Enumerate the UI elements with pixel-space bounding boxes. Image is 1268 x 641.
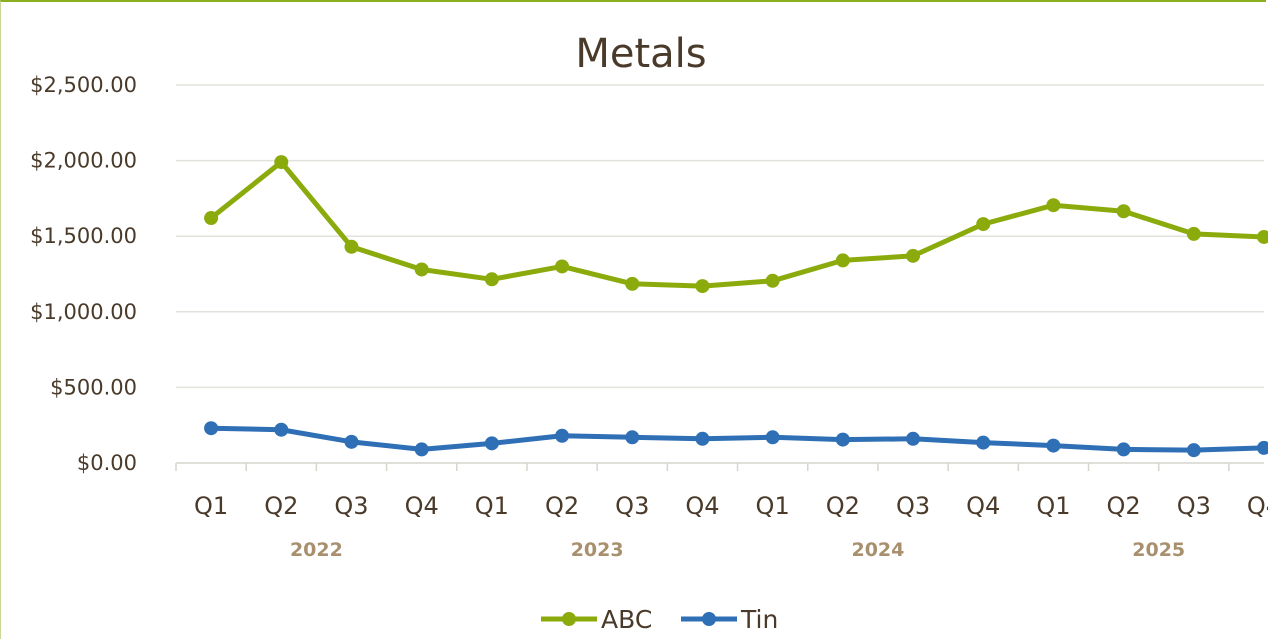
chart-title: Metals [575,31,706,77]
data-point [695,431,710,446]
x-tick-label: Q2 [1107,492,1141,520]
data-point [274,422,289,437]
y-tick-label: $2,500.00 [30,73,137,97]
year-group-label: 2025 [1132,539,1185,561]
data-point [1046,198,1061,213]
data-point [1186,443,1201,458]
data-point [1046,438,1061,453]
legend-item-abc: ABC [541,605,652,634]
data-point [906,431,921,446]
data-point [1257,440,1268,455]
year-group-label: 2023 [571,539,624,561]
series-line [208,425,1267,453]
x-tick-label: Q4 [1247,492,1268,520]
data-point [695,279,710,294]
gridlines [176,84,1264,389]
data-point [344,434,359,449]
x-tick-label: Q3 [615,492,649,520]
x-tick-label: Q1 [194,492,228,520]
y-tick-label: $1,500.00 [30,224,137,248]
x-tick-label: Q3 [896,492,930,520]
year-group-label: 2022 [290,539,343,561]
data-point [1186,226,1201,241]
data-point [484,272,499,287]
y-axis-ticks: $0.00 $500.00 $1,000.00 $1,500.00 $2,000.00 $… [30,73,137,475]
y-tick-label: $500.00 [50,375,137,399]
legend-item-tin: Tin [681,605,778,634]
legend-label: ABC [601,605,652,634]
data-point [625,276,640,291]
legend-swatch-marker [562,612,576,626]
data-point [1116,442,1131,457]
data-point [1116,204,1131,219]
y-tick-label: $2,000.00 [30,149,137,173]
x-tick-label: Q4 [966,492,1000,520]
x-tick-label: Q4 [685,492,719,520]
x-tick-label: Q2 [545,492,579,520]
data-point [835,432,850,447]
series-line [208,159,1267,289]
data-point [1257,229,1268,244]
data-point [274,155,289,170]
data-point [976,217,991,232]
data-point [344,239,359,254]
x-tick-label: Q1 [756,492,790,520]
x-tick-label: Q1 [475,492,509,520]
data-point [414,262,429,277]
x-tick-label: Q3 [334,492,368,520]
legend-label: Tin [740,605,778,634]
data-point [555,259,570,274]
year-group-label: 2024 [851,539,904,561]
x-tick-label: Q2 [826,492,860,520]
x-tick-label: Q1 [1036,492,1070,520]
x-tick-label: Q2 [264,492,298,520]
data-point [555,428,570,443]
x-axis: Q1 Q2 Q3 Q4 Q1 Q2 Q3 Q4 Q1 Q2 Q3 Q4 Q1 Q2 Q3 Q4 2022 2023… [175,462,1268,561]
x-tick-label: Q3 [1177,492,1211,520]
data-point [204,211,219,226]
data-point [765,273,780,288]
data-point [204,421,219,436]
data-point [765,430,780,445]
data-point [414,442,429,457]
legend-swatch-marker [702,612,716,626]
series-layer [204,155,1268,458]
x-tick-label: Q4 [405,492,439,520]
data-point [625,430,640,445]
data-point [906,248,921,263]
series-abc [204,155,1268,294]
y-tick-label: $1,000.00 [30,300,137,324]
data-point [835,253,850,268]
data-point [484,436,499,451]
y-tick-label: $0.00 [77,451,137,475]
series-tin [204,421,1268,458]
data-point [976,435,991,450]
legend: ABC Tin [541,605,778,634]
